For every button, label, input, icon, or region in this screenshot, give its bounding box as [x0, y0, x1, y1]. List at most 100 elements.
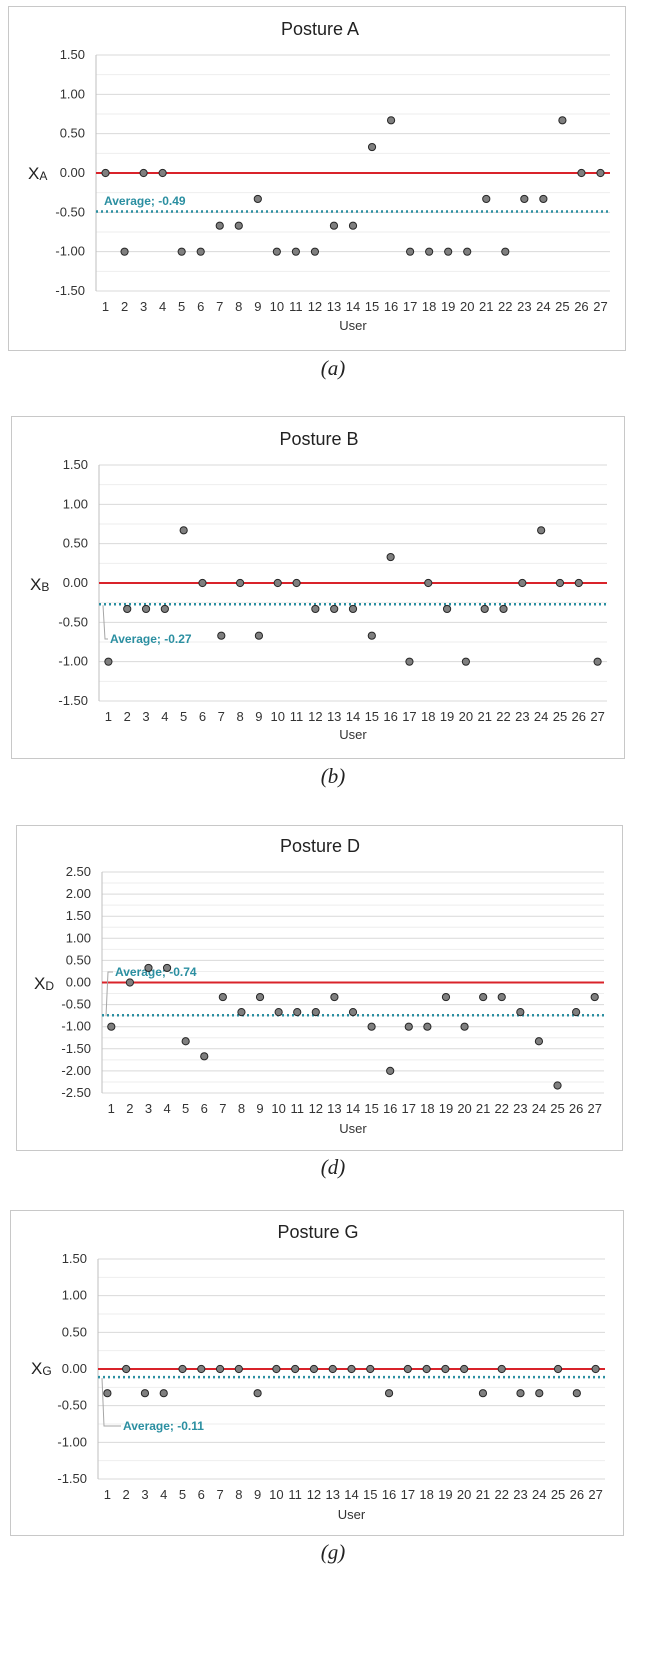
data-point: [555, 578, 565, 588]
x-tick-labels: 1 2 3 4 5 6 7 8 9 10 11 12 13 14 15 16 17 18 19 20 21 22 23 24 2…: [108, 1101, 602, 1116]
x-axis-label: User: [338, 1507, 366, 1522]
data-point: [291, 1364, 300, 1374]
data-point: [311, 1008, 320, 1017]
data-point: [596, 168, 605, 178]
data-point: [253, 1389, 262, 1398]
data-points: [103, 1364, 600, 1398]
x-tick-label: 13: [327, 709, 341, 724]
x-tick-label: 18: [422, 299, 436, 314]
data-point: [539, 194, 548, 204]
x-tick-label: 15: [365, 709, 379, 724]
y-tick-label: 1.00: [63, 496, 88, 511]
data-point: [329, 221, 339, 230]
data-point: [141, 604, 151, 614]
data-point: [181, 1037, 190, 1046]
data-point: [273, 578, 282, 588]
data-point: [254, 631, 264, 640]
data-point: [144, 963, 153, 973]
data-point: [590, 992, 599, 1002]
x-tick-label: 27: [593, 299, 607, 314]
data-point: [501, 247, 510, 256]
y-tick-label: 1.50: [63, 457, 88, 472]
y-tick-label: 1.50: [62, 1251, 87, 1266]
data-point: [140, 1389, 150, 1398]
x-tick-label: 16: [383, 1101, 397, 1116]
data-point: [177, 247, 186, 256]
data-point: [520, 194, 529, 204]
data-point: [274, 1008, 283, 1017]
x-tick-label: 10: [269, 1487, 283, 1502]
x-tick-label: 13: [327, 1101, 341, 1116]
data-point: [328, 1364, 337, 1374]
data-point: [518, 578, 527, 588]
x-tick-label: 6: [199, 709, 206, 724]
data-point: [272, 247, 281, 256]
chart-svg: Posture G 1.50 1.00 0.50 0.00 -0.50 -1.00 -1.5…: [31, 1222, 605, 1522]
x-tick-label: 4: [163, 1101, 170, 1116]
data-point: [516, 1389, 525, 1398]
x-tick-label: 21: [479, 299, 493, 314]
data-point: [422, 1364, 431, 1374]
data-point: [366, 1364, 375, 1374]
y-tick-label: -2.00: [61, 1063, 91, 1078]
y-tick-label: -0.50: [61, 997, 91, 1012]
x-tick-label: 23: [515, 709, 529, 724]
x-tick-label: 22: [494, 1487, 508, 1502]
x-tick-label: 4: [161, 709, 168, 724]
data-point: [572, 1008, 581, 1017]
x-tick-label: 23: [513, 1101, 527, 1116]
x-tick-label: 7: [216, 299, 223, 314]
y-tick-label: 0.00: [62, 1361, 87, 1376]
data-points: [101, 116, 605, 256]
data-point: [293, 1008, 302, 1017]
data-point: [237, 1008, 246, 1017]
data-point: [460, 1364, 469, 1374]
chart-title: Posture B: [279, 429, 358, 449]
chart-title: Posture A: [281, 19, 359, 39]
x-tick-label: 19: [439, 1101, 453, 1116]
data-point: [461, 657, 470, 666]
chart-panel-posture-a: Posture A 1.50 1.00 0.50 0.00 -0.50 -1.00 -1.5…: [8, 6, 626, 351]
x-tick-label: 17: [402, 1101, 416, 1116]
x-tick-label: 21: [476, 1101, 490, 1116]
x-tick-label: 27: [588, 1487, 602, 1502]
x-tick-label: 12: [309, 1101, 323, 1116]
data-point: [236, 578, 245, 588]
data-point: [553, 1081, 562, 1090]
x-tick-label: 11: [289, 299, 303, 314]
data-point: [200, 1052, 209, 1061]
caption-d: (d): [320, 1155, 346, 1179]
x-tick-label: 6: [197, 299, 204, 314]
x-tick-label: 27: [587, 1101, 601, 1116]
data-point: [444, 247, 453, 256]
data-point: [386, 116, 396, 125]
data-point: [197, 1364, 206, 1374]
x-tick-label: 7: [216, 1487, 223, 1502]
data-point: [253, 194, 262, 204]
x-tick-label: 24: [532, 1487, 546, 1502]
data-point: [120, 247, 129, 256]
x-tick-label: 19: [441, 299, 455, 314]
data-point: [234, 221, 243, 230]
data-point: [482, 194, 491, 204]
data-points: [104, 526, 602, 666]
x-tick-label: 9: [254, 1487, 261, 1502]
x-tick-label: 12: [308, 709, 322, 724]
x-tick-label: 4: [160, 1487, 167, 1502]
x-tick-label: 1: [105, 709, 112, 724]
y-tick-label: 0.50: [66, 952, 91, 967]
data-point: [179, 526, 188, 535]
x-tick-label: 26: [570, 1487, 584, 1502]
y-tick-label: 0.50: [62, 1324, 87, 1339]
x-tick-label: 7: [218, 709, 225, 724]
x-tick-label: 2: [126, 1101, 133, 1116]
x-tick-label: 24: [534, 709, 548, 724]
data-point: [234, 1364, 243, 1374]
y-tick-label: -0.50: [58, 614, 88, 629]
data-point: [162, 963, 172, 973]
data-point: [218, 992, 227, 1002]
data-point: [384, 1389, 394, 1398]
x-tick-label: 13: [327, 299, 341, 314]
data-point: [516, 1008, 525, 1017]
x-tick-label: 14: [346, 709, 360, 724]
